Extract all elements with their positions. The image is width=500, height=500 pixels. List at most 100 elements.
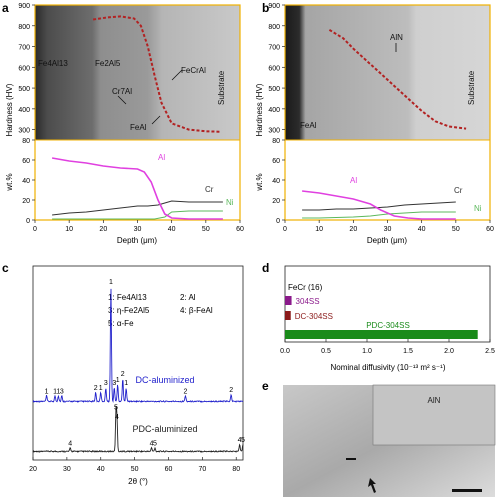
panel-d-label: d <box>262 261 269 275</box>
panel-b-depth-axis-label: Depth (μm) <box>367 236 408 245</box>
panel-a-hardness-tick-label: 400 <box>18 107 30 114</box>
panel-b-depth-tick-label: 0 <box>283 226 287 233</box>
panel-a-micrograph <box>35 5 240 140</box>
panel-c-dc-pattern-peak-label: 3 <box>60 388 64 395</box>
panel-a-label-fecral: FeCrAl <box>181 66 206 75</box>
panel-c-pdc-pattern-peak-label: 4 <box>68 440 72 447</box>
panel-a-arrow-fecral <box>171 69 183 81</box>
panel-c-pdc-pattern-peak-label: 4 <box>115 414 119 421</box>
panel-b-depth-tick-label: 20 <box>349 226 357 233</box>
panel-a-label-substrate: Substrate <box>217 70 226 105</box>
panel-b-ni-line <box>302 211 456 219</box>
panel-a-hardness-tick-label: 900 <box>18 3 30 10</box>
panel-a-series-label-al: Al <box>158 153 165 162</box>
panel-d-plot: 0.0 0.5 1.0 1.5 2.0 2.5 304SS DC-304SS PDC-304SS <box>280 296 495 355</box>
panel-b-micrograph <box>285 5 490 140</box>
panel-b-hardness-tick-label: 400 <box>268 107 280 114</box>
panel-a-label: a <box>2 1 9 15</box>
panel-c-legend-3: 3: η-Fe2Al5 <box>108 306 150 315</box>
panel-c-pdc-label: PDC-aluminized <box>132 424 197 434</box>
panel-b-wt-tick-label: 60 <box>272 158 280 165</box>
panel-a-label-fe4al13: Fe4Al13 <box>38 59 68 68</box>
panel-b: b AlN FeAl Substrate Hardness (HV) wt.% … <box>255 1 494 245</box>
panel-a-wt-axis-label: wt.% <box>5 173 14 191</box>
panel-c-dc-pattern-peak-label: 1 <box>56 388 60 395</box>
panel-a-label-feal: FeAl <box>130 123 147 132</box>
panel-a-hardness-tick-label: 300 <box>18 128 30 135</box>
panel-c-dc-pattern-peak-label: 1 <box>45 388 49 395</box>
panel-d-xlabel: Nominal diffusivity (10⁻¹³ m² s⁻¹) <box>331 363 446 372</box>
panel-a-depth-tick-label: 50 <box>202 226 210 233</box>
panel-a-depth-axis-label: Depth (μm) <box>117 236 158 245</box>
panel-a-wt-tick-label: 0 <box>26 218 30 225</box>
panel-b-wt-tick-label: 0 <box>276 218 280 225</box>
panel-c-xtick-label: 70 <box>198 466 206 473</box>
panel-c-xtick-label: 50 <box>131 466 139 473</box>
panel-a-al-line <box>51 157 223 220</box>
panel-a-wt-tick-label: 40 <box>22 178 30 185</box>
panel-d-bar-pdc-304ss <box>285 330 478 339</box>
panel-a-depth-tick-label: 60 <box>236 226 244 233</box>
panel-d-xtick-label: 0.0 <box>280 348 290 355</box>
panel-b-depth-tick-label: 50 <box>452 226 460 233</box>
panel-b-hardness-tick-label: 300 <box>268 128 280 135</box>
panel-b-hardness-tick-label: 800 <box>268 24 280 31</box>
panel-a-wt-tick-label: 20 <box>22 198 30 205</box>
panel-a-wt-tick-label: 60 <box>22 158 30 165</box>
panel-d-xtick-label: 1.5 <box>403 348 413 355</box>
panel-a-depth-tick-label: 0 <box>33 226 37 233</box>
panel-a-cr-line <box>52 200 223 216</box>
panel-a-depth-tick-label: 40 <box>168 226 176 233</box>
panel-b-series-label-al: Al <box>350 176 357 185</box>
panel-b-wt-tick-label: 80 <box>272 138 280 145</box>
panel-a-label-fe2al5: Fe2Al5 <box>95 59 121 68</box>
panel-b-wt-tick-label: 40 <box>272 178 280 185</box>
panel-a-series-label-ni: Ni <box>226 198 234 207</box>
panel-a-arrow-cr7al <box>117 95 127 105</box>
panel-b-cr-line <box>302 201 456 211</box>
panel-c-frame <box>32 265 244 461</box>
panel-c-dc-pattern-peak-label: 1 <box>109 279 113 286</box>
panel-b-depth-tick-label: 30 <box>384 226 392 233</box>
panel-b-wt-tick-label: 20 <box>272 198 280 205</box>
panel-d-bar-304ss <box>285 296 292 305</box>
panel-b-hardness-tick-label: 700 <box>268 45 280 52</box>
panel-c-xtick-label: 20 <box>29 466 37 473</box>
panel-c-legend-1: 1: Fe4Al13 <box>108 293 147 302</box>
panel-c-pdc-pattern-peak-label: 4 <box>238 437 242 444</box>
panel-d-note: FeCr (16) <box>288 283 323 292</box>
panel-e: e AlN <box>262 379 496 497</box>
panel-e-inset-label: AlN <box>428 396 441 405</box>
panel-c-dc-pattern-peak-label: 3 <box>104 380 108 387</box>
panel-d: d FeCr (16) Nominal diffusivity (10⁻¹³ m… <box>262 261 495 372</box>
panel-b-al-line <box>302 190 456 220</box>
panel-c-xtick-label: 30 <box>63 466 71 473</box>
panel-b-depth-tick-label: 10 <box>315 226 323 233</box>
panel-c-dc-pattern-peak-label: 1 <box>124 380 128 387</box>
panel-b-depth-tick-label: 40 <box>418 226 426 233</box>
panel-d-bar-dc-304ss <box>285 311 291 320</box>
panel-c-dc-pattern-peak-label: 2 <box>121 371 125 378</box>
panel-a-arrow-feal <box>151 115 161 125</box>
panel-c-pdc-pattern-peak-label: 5 <box>114 404 118 411</box>
panel-c-dc-pattern-peak-label: 1 <box>53 388 57 395</box>
panel-c-xtick-label: 40 <box>97 466 105 473</box>
panel-d-bar-label-dc-304ss: DC-304SS <box>295 312 333 321</box>
panel-d-xtick-label: 2.0 <box>444 348 454 355</box>
panel-c-dc-pattern-peak-label: 2 <box>94 385 98 392</box>
panel-d-xtick-label: 0.5 <box>321 348 331 355</box>
panel-b-label-feal: FeAl <box>300 121 317 130</box>
panel-c-dc-pattern <box>32 288 244 403</box>
panel-c-dc-pattern-peak-label: 2 <box>229 387 233 394</box>
panel-b-label-substrate: Substrate <box>467 70 476 105</box>
panel-e-label: e <box>262 379 269 393</box>
panel-b-depth-tick-label: 60 <box>486 226 494 233</box>
panel-b-hardness-line <box>328 29 467 130</box>
panel-c-pdc-pattern <box>32 405 244 453</box>
panel-b-wt-axis-label: wt.% <box>255 173 264 191</box>
panel-c-dc-pattern-peak-label: 1 <box>99 385 103 392</box>
